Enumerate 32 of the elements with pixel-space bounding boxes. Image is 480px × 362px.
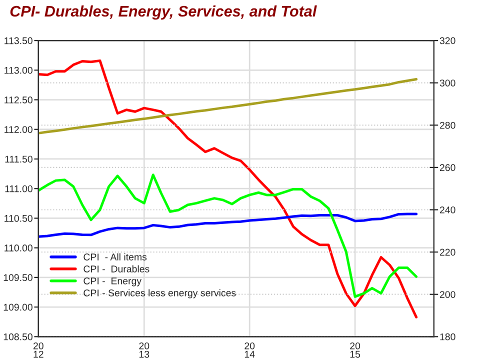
y-tick-label: 113.00 — [4, 66, 32, 74]
y2-tick-label: 260 — [440, 164, 456, 172]
x-tick-label: 20 13 — [139, 342, 150, 358]
y-tick-label: 111.50 — [5, 156, 32, 163]
y-tick-label: 109.00 — [4, 304, 32, 311]
x-tick-label: 20 15 — [350, 342, 360, 358]
y-tick-label: 113.50 — [4, 37, 32, 44]
line-series — [38, 78, 418, 134]
y2-tick-label: 320 — [440, 37, 456, 44]
x-tick-label: 20 12 — [33, 342, 44, 358]
y-tick-label: 112.00 — [4, 126, 32, 133]
line-series — [38, 174, 418, 298]
y2-tick-label: 280 — [440, 122, 456, 129]
y-tick-label: 112.50 — [4, 96, 32, 104]
y-tick-label: 108.50 — [4, 333, 32, 340]
y-tick-label: 110.50 — [4, 214, 32, 222]
legend-label: CPI - Services less energy services — [84, 289, 236, 298]
chart-title: CPI- Durables, Energy, Services, and Total — [10, 5, 317, 20]
y2-tick-label: 180 — [440, 333, 456, 340]
legend-label: CPI - All items — [84, 253, 147, 260]
line-series — [38, 59, 418, 318]
y-tick-label: 109.50 — [4, 274, 32, 282]
legend-label: CPI - Durables — [84, 265, 150, 272]
y2-tick-label: 240 — [440, 206, 456, 214]
y2-tick-label: 220 — [440, 248, 456, 256]
x-tick-label: 20 14 — [244, 342, 255, 358]
line-series — [38, 212, 418, 238]
y-tick-label: 111.00 — [5, 185, 32, 192]
y2-tick-label: 300 — [440, 80, 456, 86]
y2-tick-label: 200 — [440, 291, 456, 298]
legend-label: CPI - Energy — [84, 278, 142, 286]
y-tick-label: 110.00 — [4, 244, 32, 252]
